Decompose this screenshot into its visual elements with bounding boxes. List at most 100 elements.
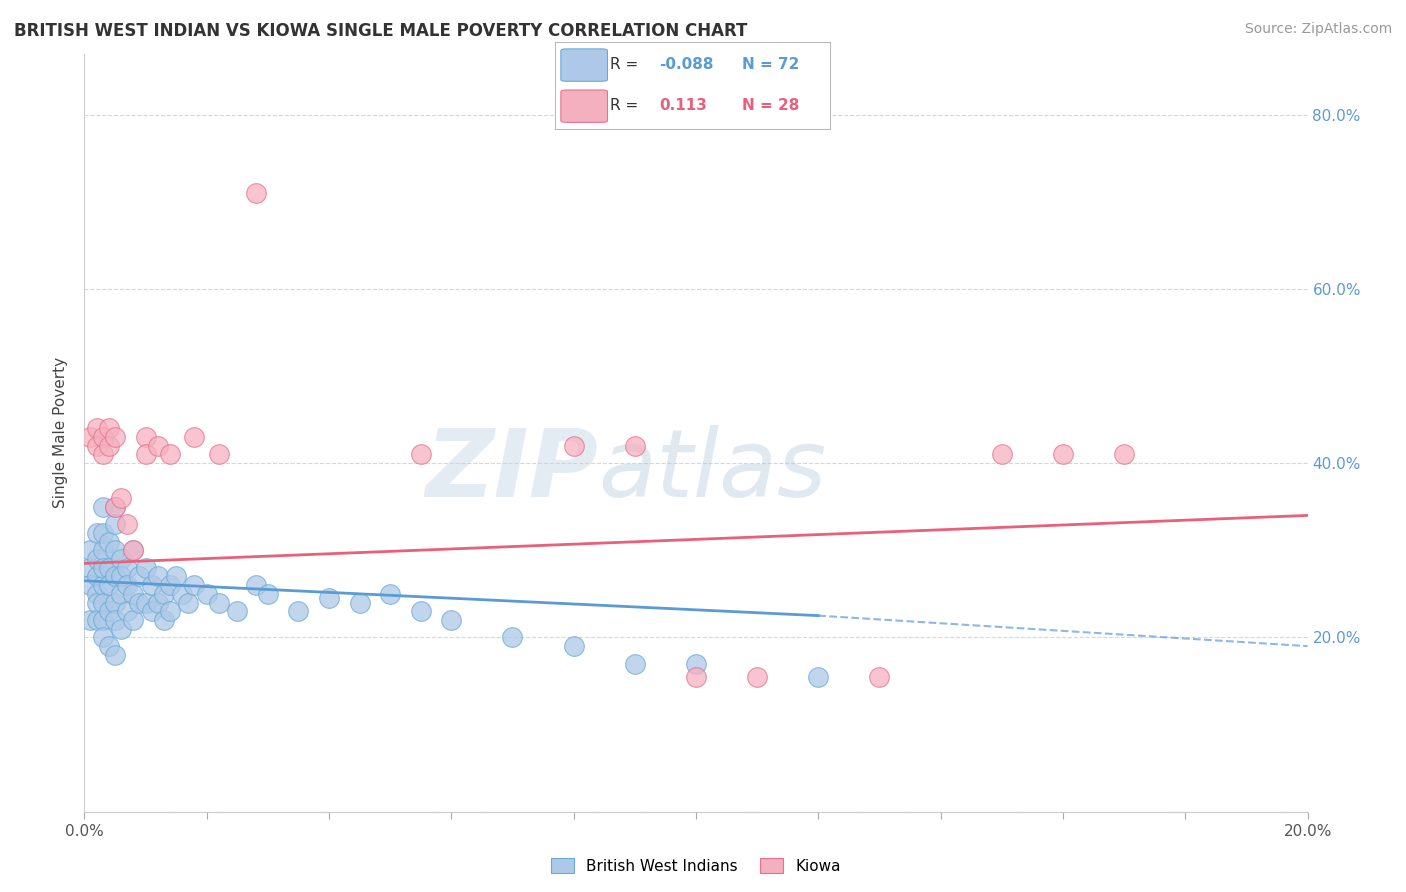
Point: [562, 639, 585, 653]
FancyBboxPatch shape: [561, 49, 607, 81]
Point: [79, 543, 101, 558]
Point: [226, 604, 249, 618]
Point: [79, 560, 101, 574]
Point: [141, 578, 163, 592]
Point: [183, 578, 205, 592]
Point: [86, 552, 108, 566]
Point: [91, 500, 114, 514]
Point: [153, 613, 176, 627]
Point: [135, 560, 157, 574]
Point: [110, 569, 132, 583]
Point: [86, 439, 108, 453]
Point: [183, 430, 205, 444]
Point: [91, 525, 114, 540]
Point: [86, 569, 108, 583]
Point: [172, 587, 194, 601]
Point: [91, 430, 114, 444]
Point: [86, 421, 108, 435]
Point: [128, 569, 150, 583]
Point: [128, 596, 150, 610]
Point: [141, 604, 163, 618]
Point: [135, 447, 157, 461]
Text: N = 72: N = 72: [742, 57, 799, 72]
Point: [685, 670, 707, 684]
Point: [991, 447, 1014, 461]
Text: R =: R =: [610, 98, 644, 113]
Point: [440, 613, 463, 627]
Point: [110, 587, 132, 601]
Point: [115, 604, 138, 618]
Point: [97, 439, 120, 453]
Point: [79, 578, 101, 592]
FancyBboxPatch shape: [561, 90, 607, 122]
Point: [91, 543, 114, 558]
Point: [104, 648, 127, 662]
Point: [146, 596, 169, 610]
Point: [122, 613, 145, 627]
Point: [349, 596, 371, 610]
Point: [97, 560, 120, 574]
Point: [97, 534, 120, 549]
Text: atlas: atlas: [598, 425, 827, 516]
Text: BRITISH WEST INDIAN VS KIOWA SINGLE MALE POVERTY CORRELATION CHART: BRITISH WEST INDIAN VS KIOWA SINGLE MALE…: [14, 22, 748, 40]
Point: [208, 596, 231, 610]
Legend: British West Indians, Kiowa: British West Indians, Kiowa: [544, 852, 848, 880]
Point: [165, 569, 187, 583]
Point: [208, 447, 231, 461]
Point: [104, 596, 127, 610]
Point: [159, 578, 181, 592]
Point: [624, 439, 647, 453]
Point: [86, 613, 108, 627]
Point: [1114, 447, 1136, 461]
Point: [380, 587, 402, 601]
Point: [86, 525, 108, 540]
Point: [807, 670, 830, 684]
Point: [86, 587, 108, 601]
Point: [562, 439, 585, 453]
Text: R =: R =: [610, 57, 644, 72]
Point: [91, 560, 114, 574]
Point: [104, 543, 127, 558]
Point: [122, 543, 145, 558]
Point: [104, 500, 127, 514]
Point: [135, 430, 157, 444]
Point: [91, 613, 114, 627]
Point: [97, 604, 120, 618]
Point: [195, 587, 218, 601]
Point: [104, 500, 127, 514]
Point: [91, 631, 114, 645]
Point: [409, 604, 432, 618]
Point: [122, 587, 145, 601]
Point: [110, 491, 132, 505]
Text: N = 28: N = 28: [742, 98, 799, 113]
Point: [104, 517, 127, 532]
Point: [79, 430, 101, 444]
Point: [97, 639, 120, 653]
Point: [115, 578, 138, 592]
Point: [245, 186, 267, 200]
Point: [122, 543, 145, 558]
Point: [146, 569, 169, 583]
Point: [318, 591, 340, 606]
Text: 0.113: 0.113: [659, 98, 707, 113]
Point: [79, 613, 101, 627]
Point: [86, 596, 108, 610]
Text: Source: ZipAtlas.com: Source: ZipAtlas.com: [1244, 22, 1392, 37]
Point: [115, 517, 138, 532]
Point: [115, 560, 138, 574]
Point: [110, 622, 132, 636]
Text: ZIP: ZIP: [425, 425, 598, 516]
Text: -0.088: -0.088: [659, 57, 714, 72]
Point: [104, 430, 127, 444]
Point: [245, 578, 267, 592]
Point: [97, 421, 120, 435]
Point: [104, 613, 127, 627]
Point: [104, 569, 127, 583]
Point: [257, 587, 280, 601]
Point: [97, 578, 120, 592]
Point: [1052, 447, 1074, 461]
Point: [287, 604, 309, 618]
Point: [153, 587, 176, 601]
Point: [91, 578, 114, 592]
Point: [685, 657, 707, 671]
